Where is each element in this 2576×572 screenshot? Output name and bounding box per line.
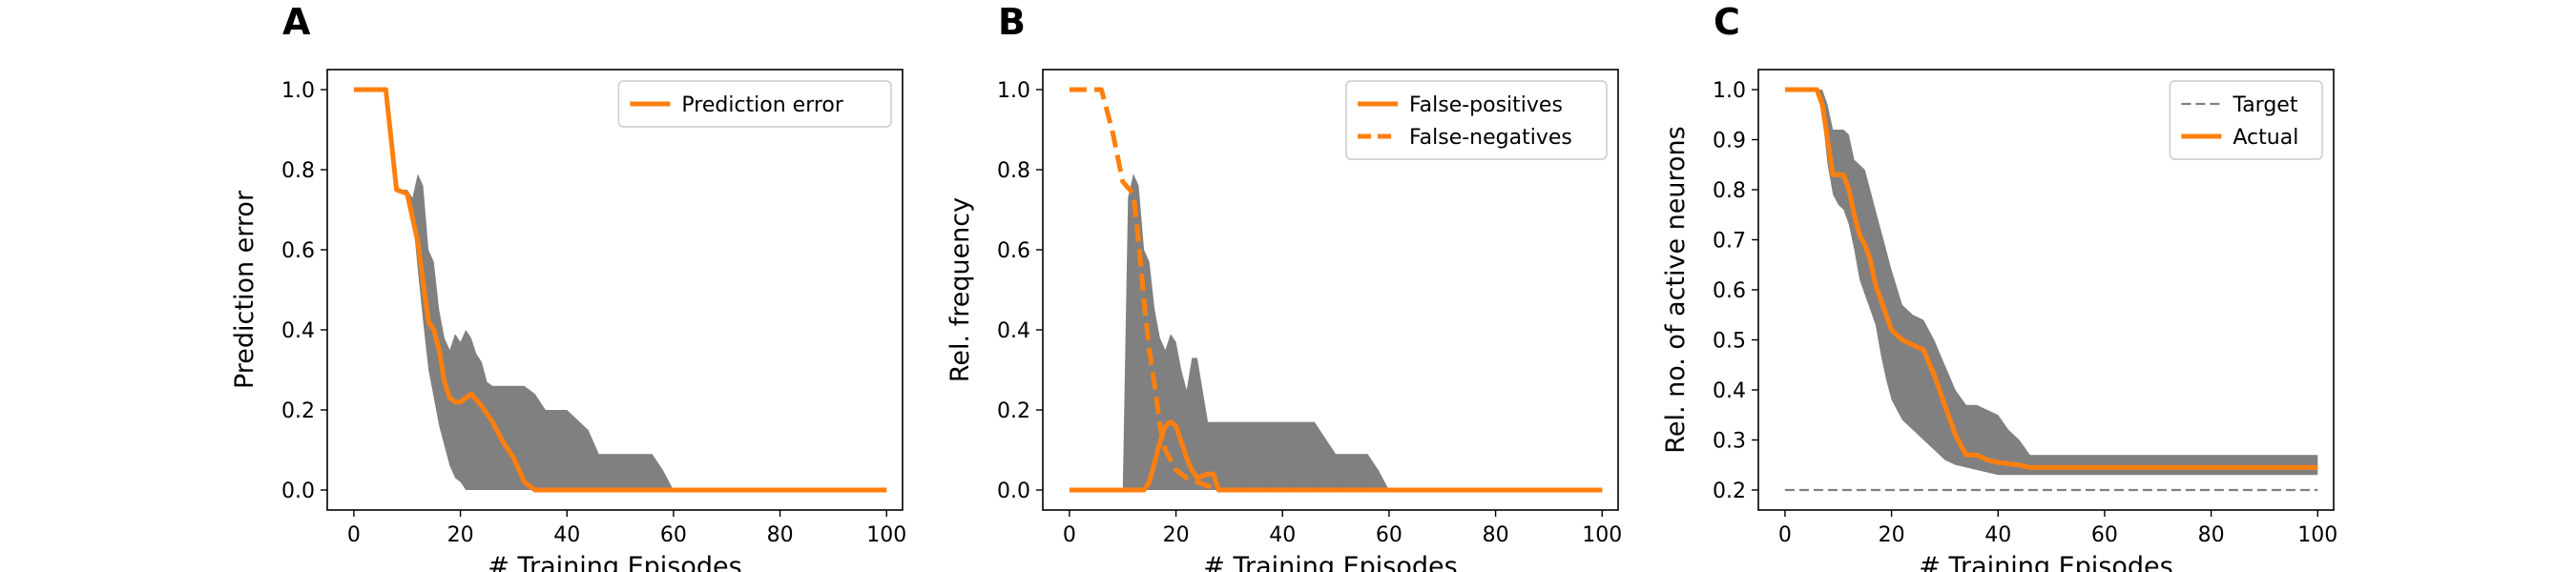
x-tick-label: 20	[447, 523, 474, 547]
x-tick-label: 0	[347, 523, 361, 547]
x-axis-label: # Training Episodes	[488, 552, 741, 572]
legend: False-positives False-negatives	[1345, 80, 1608, 160]
y-tick-label: 0.6	[997, 239, 1030, 263]
y-tick-label: 1.0	[1713, 79, 1746, 103]
x-axis-label: # Training Episodes	[1919, 552, 2172, 572]
panel-a: A 0 20 40 60 80 100 0.0 0.2 0.4 0.6 0.8 1.0 # Trainin…	[230, 1, 906, 572]
legend: Prediction error	[617, 80, 892, 128]
spread-band	[1069, 174, 1603, 490]
panel-c: C 0 20 40 60 80 100 0.2 0.3 0.4 0.5 0.6 0.7 0.8 0.9 1.0…	[1661, 1, 2337, 572]
y-tick-label: 0.8	[997, 159, 1030, 183]
panel-letter: B	[998, 1, 1026, 43]
y-tick-label: 0.8	[281, 159, 315, 183]
x-axis-label: # Training Episodes	[1203, 552, 1457, 572]
y-tick-label: 0.2	[1713, 480, 1746, 503]
y-tick-label: 0.0	[281, 480, 315, 503]
y-tick-label: 0.7	[1713, 230, 1746, 254]
spread-band	[1784, 90, 2318, 476]
panel-letter: C	[1714, 1, 1740, 43]
legend-label: Target	[2232, 93, 2297, 117]
x-tick-label: 40	[1984, 523, 2011, 547]
legend-label: False-negatives	[1409, 126, 1572, 150]
y-tick-label: 0.6	[281, 239, 315, 263]
panel-b: B 0 20 40 60 80 100 0.0 0.2 0.4 0.6 0.8 1.0 # Trainin…	[945, 1, 1622, 572]
x-tick-label: 20	[1163, 523, 1190, 547]
y-axis-label: Rel. no. of active neurons	[1661, 126, 1691, 453]
x-tick-label: 80	[767, 523, 794, 547]
y-axis-label: Prediction error	[230, 190, 260, 389]
y-tick-label: 0.3	[1713, 430, 1746, 454]
y-tick-label: 0.4	[281, 319, 315, 343]
x-tick-label: 60	[660, 523, 687, 547]
x-tick-label: 0	[1778, 523, 1792, 547]
y-tick-label: 0.4	[997, 319, 1030, 343]
x-tick-label: 40	[1269, 523, 1296, 547]
y-tick-label: 1.0	[997, 79, 1030, 103]
legend-label: Actual	[2233, 126, 2298, 150]
series-line-1	[353, 87, 887, 493]
x-tick-label: 100	[1582, 523, 1622, 547]
panel-letter: A	[282, 1, 311, 43]
x-tick-label: 100	[866, 523, 906, 547]
x-tick-label: 0	[1063, 523, 1076, 547]
axes-frame	[1042, 69, 1619, 511]
x-tick-label: 80	[1483, 523, 1509, 547]
y-tick-label: 0.2	[997, 399, 1030, 423]
y-tick-label: 1.0	[281, 79, 315, 103]
y-tick-label: 0.2	[281, 399, 315, 423]
x-tick-label: 60	[2091, 523, 2118, 547]
y-tick-label: 0.6	[1713, 279, 1746, 303]
x-tick-label: 20	[1879, 523, 1905, 547]
legend-box	[617, 80, 892, 128]
y-tick-label: 0.0	[997, 480, 1030, 503]
legend-box	[1345, 80, 1608, 160]
legend-label: False-positives	[1409, 93, 1563, 117]
y-tick-label: 0.9	[1713, 130, 1746, 153]
axes-frame	[326, 69, 904, 511]
series-line-2	[1069, 87, 1603, 493]
series-line-2	[1784, 87, 2318, 470]
legend-label: Prediction error	[681, 93, 843, 117]
legend: Target Actual	[2169, 80, 2323, 160]
x-tick-label: 40	[553, 523, 580, 547]
x-tick-label: 60	[1376, 523, 1402, 547]
spread-band	[353, 90, 887, 490]
y-tick-label: 0.4	[1713, 379, 1746, 403]
y-axis-label: Rel. frequency	[945, 197, 975, 382]
x-tick-label: 100	[2297, 523, 2337, 547]
y-tick-label: 0.5	[1713, 330, 1746, 354]
x-tick-label: 80	[2198, 523, 2225, 547]
y-tick-label: 0.8	[1713, 179, 1746, 203]
legend-box	[2169, 80, 2323, 160]
